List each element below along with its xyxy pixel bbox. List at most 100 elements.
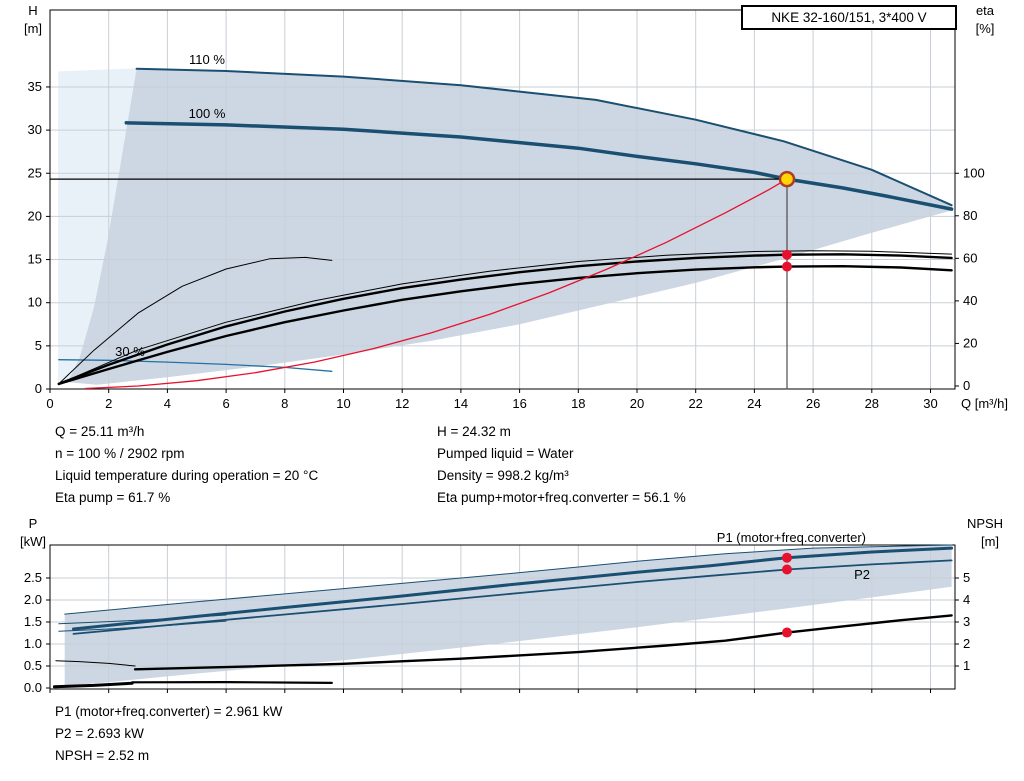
duty-info-left: Q = 25.11 m³/h n = 100 % / 2902 rpm Liqu… [55,421,318,509]
info-line-pumped-liquid: Pumped liquid = Water [437,446,574,461]
operating-envelope [67,68,952,385]
duty-point[interactable] [778,170,796,188]
label-p1-curve: P1 (motor+freq.converter) [717,530,866,545]
x-tick-label: 14 [454,396,468,411]
p-thin-left-1 [58,614,227,625]
affinity-curve [84,178,788,390]
power-npsh-chart: 0.0 0.5 1.0 1.5 2.0 2.5 1 2 3 4 5 P [kW] NPSH [m] P1 (m… [20,516,1003,695]
x-tick-label: 20 [630,396,644,411]
y-right-tick-label: 20 [963,335,977,350]
x-tick-label: 24 [747,396,761,411]
y-left-tick-label: 30 [28,122,42,137]
plot-border [49,544,956,690]
axis-npsh-label: NPSH [967,516,1003,531]
y-right-tick-label: 5 [963,570,970,585]
axes: 0 2 4 6 8 10 12 14 16 18 20 22 24 26 28 30 Q [m³/h]05101… [28,79,1008,411]
pump-title: NKE 32-160/151, 3*400 V [771,10,927,25]
y-right-tick-label: 60 [963,250,977,265]
x-tick-label: 18 [571,396,585,411]
eta-small-arc [58,256,333,385]
axis-eta-unit: [%] [976,21,995,36]
label-110pct: 110 % [189,52,225,67]
label-30pct: 30 % [115,344,145,359]
x-tick-label: 16 [512,396,526,411]
power-envelope [64,545,952,686]
curve-100pct [124,121,954,211]
eta-total-curve [57,265,953,386]
axis-h-unit: [m] [24,21,42,36]
y-right-tick-label: 1 [963,658,970,673]
y-right-tick-label: 80 [963,208,977,223]
p2-point [781,564,792,575]
x-tick-label: 30 [923,396,937,411]
info-line-eta-pump: Eta pump = 61.7 % [55,490,171,505]
y-left-tick-label: 0 [35,381,42,396]
p1-curve [72,546,954,631]
npsh-point [781,627,792,638]
y-right-tick-label: 4 [963,592,970,607]
y-right-tick-label: 3 [963,614,970,629]
y-right-tick-label: 2 [963,636,970,651]
info-line-q: Q = 25.11 m³/h [55,424,145,439]
axes: 0.0 0.5 1.0 1.5 2.0 2.5 1 2 3 4 5 [24,570,970,695]
info-line-n: n = 100 % / 2902 rpm [55,446,185,461]
y-right-tick-label: 40 [963,293,977,308]
label-p2-curve: P2 [854,567,870,582]
y-left-tick-label: 0.0 [24,680,42,695]
label-100pct: 100 % [189,106,226,121]
gridlines [50,10,955,389]
eta-pump-point [781,249,792,260]
info-line-density: Density = 998.2 kg/m³ [437,468,569,483]
x-tick-label: 4 [164,396,171,411]
y-left-tick-label: 5 [35,338,42,353]
p1-110pct-thin [64,544,953,615]
y-left-tick-label: 1.5 [24,614,42,629]
axis-h-label: H [28,3,37,18]
black-baseline-bold [52,681,134,689]
y-right-tick-label: 100 [963,165,985,180]
x-tick-label: 6 [222,396,229,411]
duty-info-right: H = 24.32 m Pumped liquid = Water Densit… [437,421,686,509]
pump-title-box: NKE 32-160/151, 3*400 V [741,5,957,30]
y-left-tick-label: 10 [28,295,42,310]
info-line-p2: P2 = 2.693 kW [55,726,144,741]
npsh-curve [133,614,953,671]
x-tick-label: 22 [688,396,702,411]
x-tick-label: 12 [395,396,409,411]
plot-border [49,9,956,390]
y-left-tick-label: 1.0 [24,636,42,651]
eta-pump-curve [57,253,953,386]
info-line-npsh: NPSH = 2.52 m [55,748,150,763]
x-tick-label: 28 [865,396,879,411]
y-left-tick-label: 2.0 [24,592,42,607]
axis-npsh-unit: [m] [981,534,999,549]
eta-total-point [781,261,792,272]
info-line-h: H = 24.32 m [437,424,511,439]
black-left-thin [55,660,136,667]
envelope-low-flow-wedge [58,68,137,387]
y-left-tick-label: 2.5 [24,570,42,585]
y-left-tick-label: 25 [28,165,42,180]
y-left-tick-label: 15 [28,252,42,267]
axis-eta-label: eta [976,3,995,18]
x-tick-label: 26 [806,396,820,411]
qh-eta-chart: 0 2 4 6 8 10 12 14 16 18 20 22 24 26 28 30 Q [m³/h]05101… [24,3,1008,411]
eta-thin-curve [58,250,953,385]
x-tick-label: 2 [105,396,112,411]
x-axis-unit-label: Q [m³/h] [961,396,1008,411]
x-tick-label: 0 [46,396,53,411]
p-thin-left-2 [58,620,227,632]
curve-110pct [135,67,953,207]
x-tick-label: 10 [336,396,350,411]
y-right-tick-label: 0 [963,378,970,393]
info-line-eta-total: Eta pump+motor+freq.converter = 56.1 % [437,490,686,505]
axis-p-label: P [29,516,38,531]
curve-30pct [58,359,333,372]
p2-curve [72,559,953,635]
p-30pct-flat [131,680,333,685]
y-left-tick-label: 35 [28,79,42,94]
x-tick-label: 8 [281,396,288,411]
y-left-tick-label: 20 [28,208,42,223]
y-left-tick-label: 0.5 [24,658,42,673]
